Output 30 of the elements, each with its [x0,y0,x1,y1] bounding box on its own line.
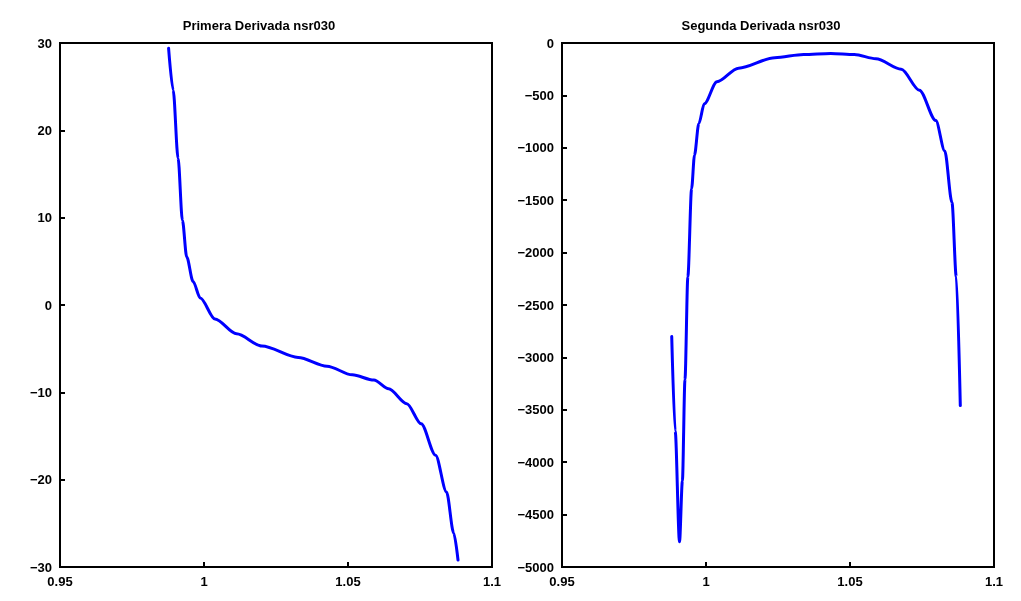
y-tick-label: −1500 [517,192,554,208]
x-tick-label: 1.05 [335,574,361,589]
y-tick-label: −10 [29,384,52,400]
y-tick-label: 30 [37,35,52,51]
x-tick-label: 1 [200,574,208,589]
y-tick-label: −4000 [517,454,554,470]
y-tick-label: −2000 [517,245,554,261]
line-series [167,46,460,562]
x-tick-label: 1 [702,574,710,589]
y-tick-label: −3500 [517,402,554,418]
y-tick-label: 20 [37,122,52,138]
y-tick-label: 0 [44,297,52,313]
y-tick-label: −30 [29,559,52,575]
x-tick-label: 1.1 [984,574,1004,589]
y-tick-label: −500 [524,87,554,103]
y-tick-label: −2500 [517,297,554,313]
x-tick-label: 1.05 [837,574,863,589]
line-series [670,51,962,544]
x-tick-label: 1.1 [482,574,502,589]
y-tick-label: 10 [37,210,52,226]
y-tick-label: −4500 [517,507,554,523]
x-tick-label: 0.95 [549,574,575,589]
y-tick-label: −3000 [517,349,554,365]
chart-title: Segunda Derivada nsr030 [681,18,841,33]
y-tick-label: −5000 [517,559,554,575]
x-tick-label: 0.95 [47,574,73,589]
y-tick-label: −1000 [517,140,554,156]
y-tick-label: −20 [29,472,52,488]
y-tick-label: 0 [546,35,554,51]
chart-title: Primera Derivada nsr030 [182,18,336,33]
